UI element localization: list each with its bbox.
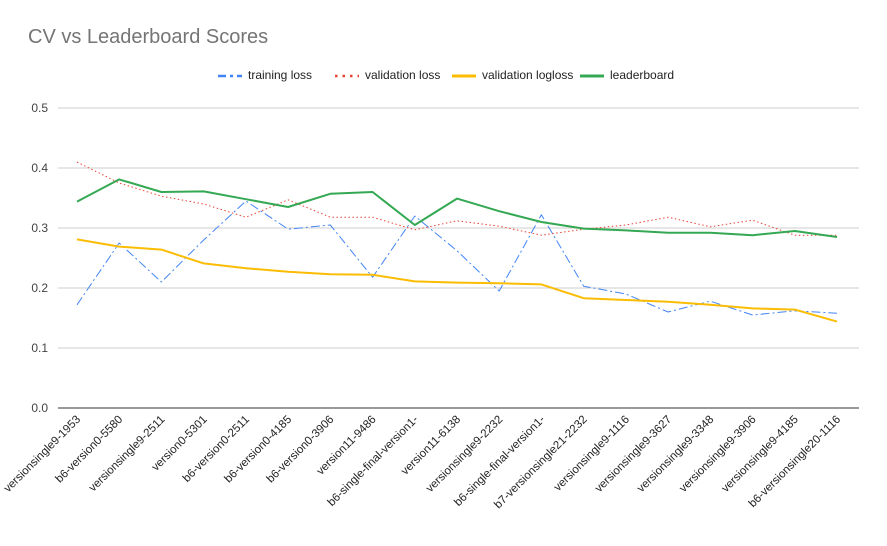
x-tick-label: versionsingle9-2232 <box>424 414 505 495</box>
legend-item: leaderboard <box>578 68 674 82</box>
legend-swatch <box>580 74 604 78</box>
legend: training loss validation loss validation l… <box>0 68 887 86</box>
y-tick-label: 0.3 <box>31 221 48 235</box>
x-tick-label: versionsingle9-3627 <box>593 414 674 495</box>
y-tick-label: 0.4 <box>31 161 48 175</box>
series-line-leaderboard <box>76 178 838 238</box>
x-tick-label: versionsingle9-4185 <box>720 414 801 495</box>
series-line-validation-loss <box>76 161 837 236</box>
legend-label: leaderboard <box>610 68 675 82</box>
y-tick-label: 0.0 <box>31 401 48 415</box>
legend-item: validation logloss <box>450 68 573 82</box>
x-tick-label: b6-versionsingle20-1116 <box>747 414 843 510</box>
chart-title: CV vs Leaderboard Scores <box>28 26 269 48</box>
legend-item: validation loss <box>333 68 440 82</box>
series-line-training-loss <box>76 200 838 316</box>
x-tick-label: versionsingle9-1953 <box>2 414 83 495</box>
x-tick-label: versionsingle9-3348 <box>635 414 716 495</box>
legend-label: validation logloss <box>482 68 574 82</box>
legend-swatch <box>452 74 476 78</box>
y-tick-label: 0.1 <box>31 341 48 355</box>
legend-swatch <box>218 74 242 78</box>
legend-label: validation loss <box>365 68 441 82</box>
x-tick-label: versionsingle9-3906 <box>677 414 758 495</box>
series-line-validation-logloss <box>76 238 838 323</box>
x-tick-label: versionsingle9-1116 <box>552 414 632 494</box>
y-tick-label: 0.2 <box>31 281 48 295</box>
legend-item: training loss <box>216 68 312 82</box>
x-tick-label: versionsingle9-2511 <box>87 414 168 495</box>
legend-label: training loss <box>248 68 313 82</box>
y-tick-label: 0.5 <box>31 101 48 115</box>
